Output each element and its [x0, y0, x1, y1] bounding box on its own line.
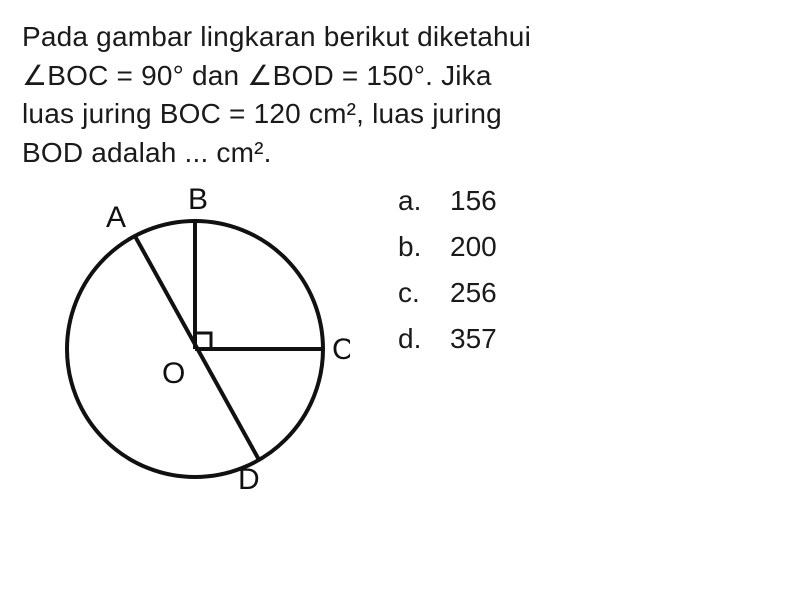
- option-b[interactable]: b. 200: [398, 231, 497, 263]
- q-line3: luas juring BOC = 120 cm², luas juring: [22, 98, 502, 129]
- option-letter: c.: [398, 277, 432, 309]
- label-O: O: [162, 357, 185, 390]
- option-c[interactable]: c. 256: [398, 277, 497, 309]
- diagram-svg: A B C D O: [40, 179, 350, 489]
- label-B: B: [188, 183, 208, 216]
- q-line4: BOD adalah ... cm².: [22, 137, 272, 168]
- option-letter: a.: [398, 185, 432, 217]
- option-letter: d.: [398, 323, 432, 355]
- option-letter: b.: [398, 231, 432, 263]
- label-D: D: [238, 463, 260, 489]
- option-value: 200: [450, 231, 497, 263]
- q-line2: ∠BOC = 90° dan ∠BOD = 150°. Jika: [22, 60, 492, 91]
- label-C: C: [332, 333, 350, 366]
- circle-diagram: A B C D O: [40, 179, 350, 489]
- option-value: 256: [450, 277, 497, 309]
- option-a[interactable]: a. 156: [398, 185, 497, 217]
- option-value: 357: [450, 323, 497, 355]
- option-d[interactable]: d. 357: [398, 323, 497, 355]
- options-list: a. 156 b. 200 c. 256 d. 357: [398, 185, 497, 355]
- label-A: A: [106, 201, 126, 234]
- q-line1: Pada gambar lingkaran berikut diketahui: [22, 21, 531, 52]
- content-row: A B C D O a. 156 b. 200 c. 256 d. 357: [22, 179, 778, 489]
- option-value: 156: [450, 185, 497, 217]
- question-text: Pada gambar lingkaran berikut diketahui …: [22, 18, 778, 173]
